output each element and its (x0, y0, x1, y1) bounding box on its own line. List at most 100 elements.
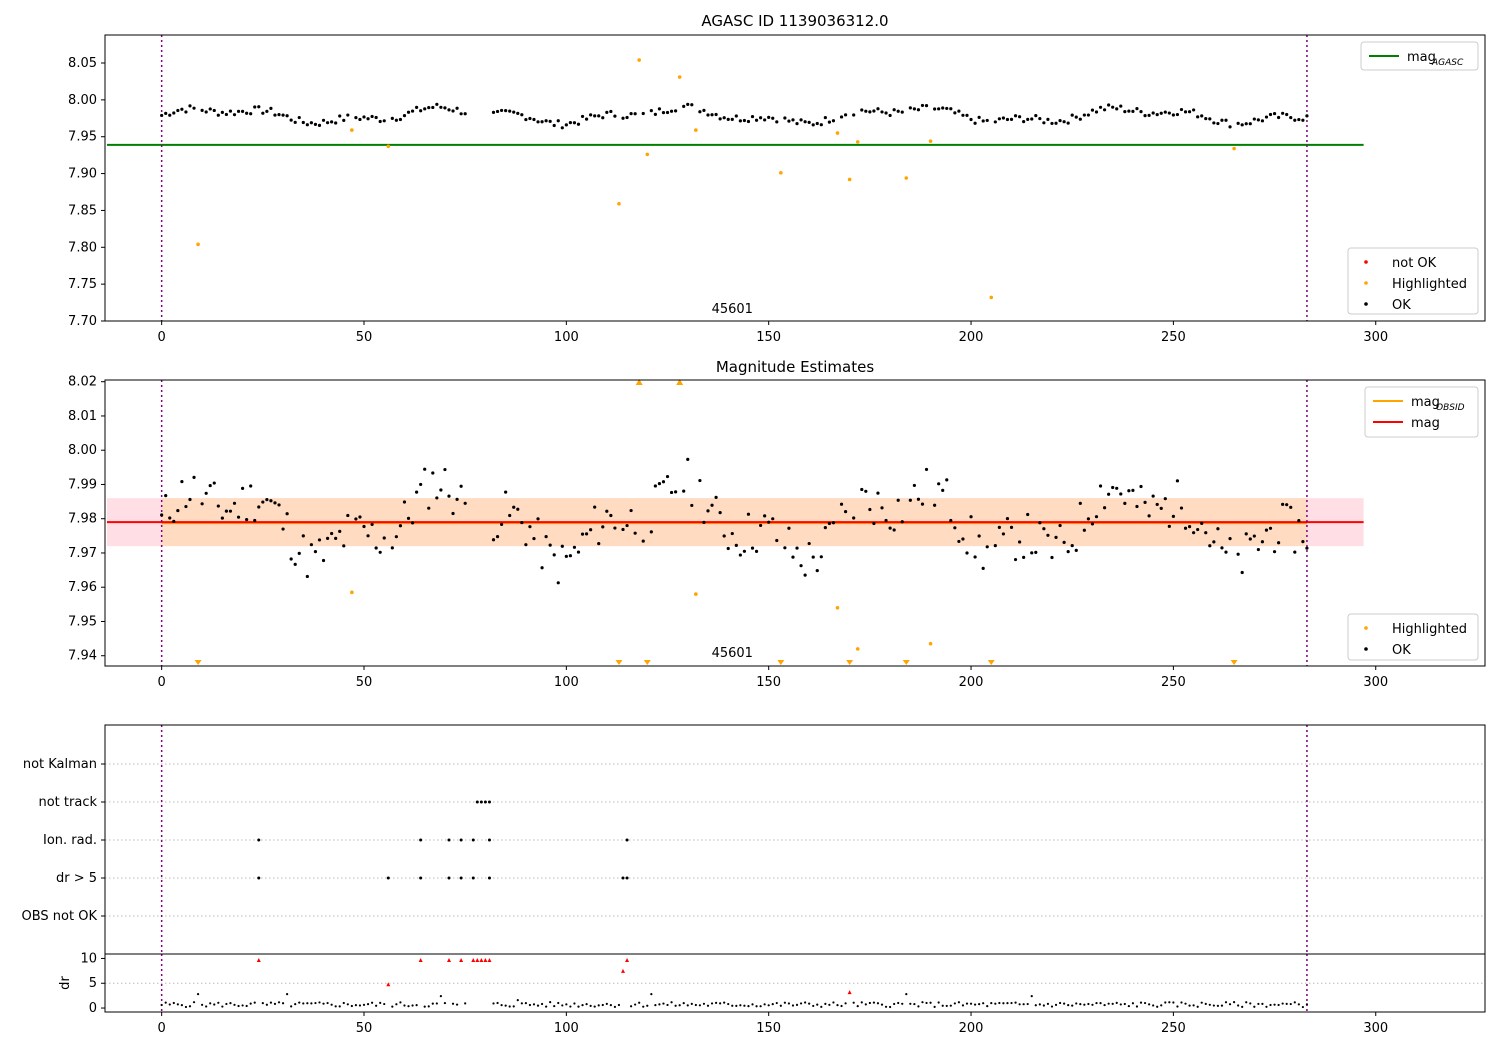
ok-point (722, 534, 726, 538)
dr-point (1091, 1003, 1094, 1006)
ok-point (787, 119, 791, 123)
ok-point (1038, 116, 1042, 121)
dr-point (1176, 1005, 1179, 1008)
dr-point (1212, 1004, 1215, 1007)
ok-point (455, 497, 459, 501)
dr-point (1152, 1004, 1155, 1007)
ok-point (1054, 121, 1058, 125)
dr-point (176, 1003, 179, 1006)
dr-point (678, 1004, 681, 1007)
ok-point (459, 112, 463, 116)
ok-point (641, 539, 645, 543)
dr-point (188, 1005, 192, 1008)
ok-point (969, 515, 973, 519)
dr-point (249, 1002, 252, 1005)
ok-point (512, 110, 516, 114)
highlighted-point (835, 605, 840, 610)
ok-point (750, 114, 755, 119)
dr-point (795, 1003, 799, 1006)
ok-point (568, 554, 572, 558)
dr-point (334, 1005, 337, 1008)
ok-point (1151, 111, 1155, 115)
dr-point (302, 1002, 305, 1005)
ok-point (912, 483, 916, 488)
ok-point (985, 118, 989, 123)
y-tick-label: 7.90 (68, 167, 97, 182)
out-of-range-down-marker (846, 660, 854, 665)
dr-point (557, 1001, 560, 1005)
ok-point (1244, 532, 1248, 536)
ok-point (370, 522, 374, 527)
ok-point (1022, 119, 1026, 124)
ok-point (402, 500, 407, 504)
ok-point (443, 467, 447, 472)
ok-point (843, 113, 848, 117)
ok-point (702, 520, 706, 524)
dr-point (261, 1001, 264, 1005)
dr-point (201, 1003, 204, 1006)
ok-point (415, 105, 419, 110)
ok-point (301, 120, 305, 125)
ok-point (653, 484, 657, 488)
ok-point (317, 538, 322, 542)
dr-point (666, 1003, 669, 1007)
ok-point (362, 524, 366, 529)
ok-point (714, 112, 718, 117)
ok-point (698, 110, 702, 114)
dr-point (824, 1002, 827, 1005)
dr-point (294, 1003, 297, 1006)
ok-point (1074, 115, 1078, 119)
dr-point (306, 1002, 309, 1005)
ok-point (937, 107, 941, 111)
ok-point (556, 581, 560, 585)
ok-point (435, 496, 439, 500)
dr-point (893, 1002, 896, 1006)
dr-point (435, 1002, 438, 1005)
ok-point (657, 481, 662, 486)
ok-point (799, 564, 803, 568)
ok-point (1143, 500, 1147, 504)
dr-point (217, 1001, 220, 1004)
dr-point (545, 1005, 548, 1008)
ok-point (309, 121, 313, 125)
ok-point (710, 113, 714, 117)
ok-point (548, 543, 552, 547)
ok-point (463, 501, 467, 505)
dr-point (504, 1004, 507, 1007)
ok-point (224, 112, 229, 117)
ok-point (1248, 537, 1252, 541)
dr-point (508, 1005, 511, 1008)
x-tick-label: 150 (756, 1021, 781, 1036)
ok-point (1005, 117, 1010, 122)
ok-point (1179, 107, 1184, 112)
dr-point (1046, 1002, 1050, 1005)
dr-not-ok-point (446, 957, 451, 962)
ok-point (528, 116, 532, 121)
ok-point (649, 109, 653, 113)
ok-point (1135, 504, 1139, 509)
dr-point (884, 1005, 888, 1008)
dr-point (1127, 1004, 1130, 1008)
ok-point (726, 546, 730, 551)
ok-point (305, 123, 309, 127)
ok-point (1256, 547, 1260, 552)
dr-point (241, 1004, 244, 1007)
dr-point (589, 1004, 592, 1007)
ok-point (1244, 122, 1248, 126)
dr-point (941, 1004, 944, 1007)
flag-point (257, 838, 261, 842)
dr-point (540, 1002, 544, 1006)
ok-point (1018, 115, 1022, 119)
dr-point (706, 1004, 710, 1007)
ok-point (1131, 488, 1135, 492)
highlighted-point (645, 152, 650, 157)
ok-point (1147, 113, 1151, 117)
dr-point (953, 1002, 956, 1005)
ok-point (491, 538, 496, 542)
dr-point (245, 1004, 248, 1008)
ok-point (1005, 517, 1010, 521)
ok-point (297, 115, 301, 120)
ok-point (1305, 114, 1309, 118)
dr-point (322, 1002, 325, 1005)
legend-box (1347, 613, 1479, 661)
